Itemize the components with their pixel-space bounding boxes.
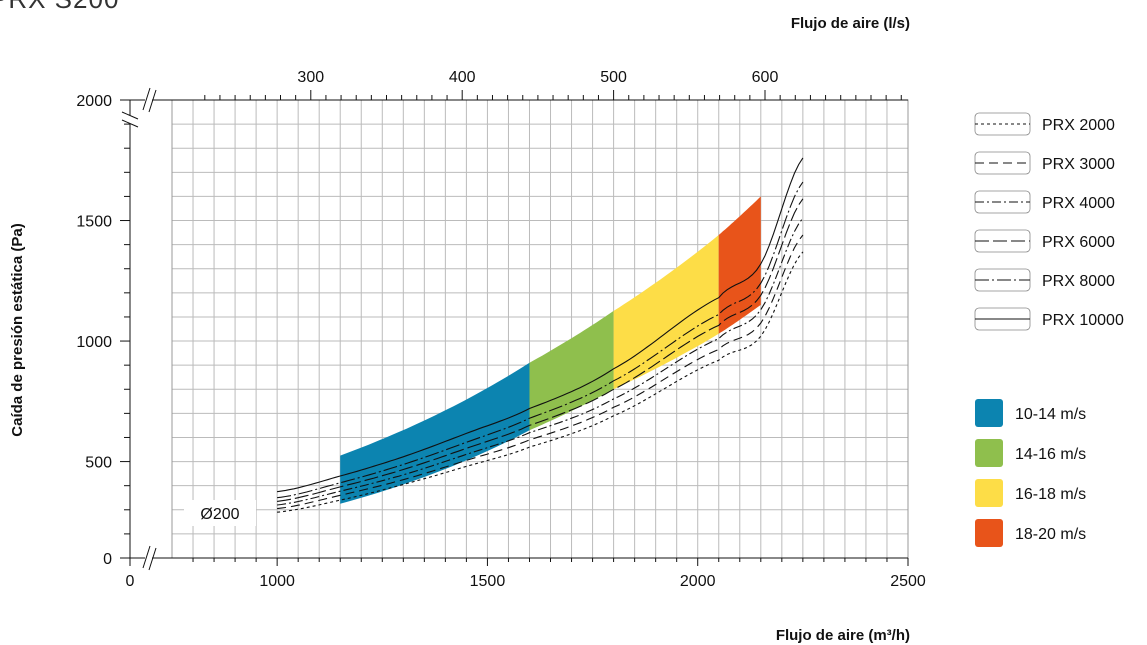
top-tick-label: 400 <box>449 69 476 86</box>
legend: PRX 2000 PRX 3000 PRX 4000 PRX 6000 PRX 8000… <box>974 112 1124 547</box>
axis-break-mark <box>142 545 157 571</box>
grid <box>171 99 909 559</box>
legend-band-label: 10-14 m/s <box>1015 406 1086 423</box>
legend-series-label: PRX 6000 <box>1042 234 1115 251</box>
top-tick-label: 300 <box>297 69 324 86</box>
y-tick-label: 2000 <box>76 93 112 110</box>
velocity-band <box>613 235 719 390</box>
axis-break-mark <box>121 111 139 128</box>
plot-frame <box>171 99 909 559</box>
velocity-band <box>718 196 761 334</box>
x-tick-label: 2500 <box>890 573 926 590</box>
legend-series-label: PRX 10000 <box>1042 312 1124 329</box>
legend-color-swatch <box>975 399 1003 427</box>
legend-color-swatch <box>975 519 1003 547</box>
legend-color-swatch <box>975 479 1003 507</box>
x-tick-label: 1500 <box>470 573 506 590</box>
y-tick-label: 1000 <box>76 334 112 351</box>
curve-line <box>277 217 804 506</box>
velocity-band <box>340 362 530 504</box>
legend-series-label: PRX 4000 <box>1042 195 1115 212</box>
curve-line <box>277 251 804 513</box>
curve-line <box>277 198 804 502</box>
diameter-label-bg <box>184 500 256 526</box>
pressure-curves: Ø200 <box>184 157 804 526</box>
x-tick-label: 1000 <box>259 573 295 590</box>
top-tick-label: 600 <box>752 69 779 86</box>
y-tick-label: 0 <box>103 551 112 568</box>
legend-series-label: PRX 3000 <box>1042 156 1115 173</box>
legend-band-label: 18-20 m/s <box>1015 526 1086 543</box>
axis-break-mark <box>142 87 157 113</box>
y-tick-label: 1500 <box>76 214 112 231</box>
x-tick-label: 0 <box>126 573 135 590</box>
bottom-axis-title: Flujo de aire (m³/h) <box>776 627 910 644</box>
curve-line <box>277 181 804 499</box>
top-tick-label: 500 <box>600 69 627 86</box>
y-axis-title: Caída de presión estática (Pa) <box>9 223 26 436</box>
chart-title: PRX S200 <box>0 0 119 14</box>
curve-line <box>277 234 804 510</box>
legend-band-label: 16-18 m/s <box>1015 486 1086 503</box>
axes: 0 1000 1500 2000 2500 0 500 1000 1500 2000 300 400 5… <box>76 69 925 590</box>
curve-line <box>277 157 804 493</box>
legend-series-label: PRX 2000 <box>1042 117 1115 134</box>
diameter-label: Ø200 <box>200 506 239 523</box>
top-axis-title: Flujo de aire (l/s) <box>791 15 910 32</box>
diameter-label-group: Ø200 <box>184 500 256 526</box>
legend-band-label: 14-16 m/s <box>1015 446 1086 463</box>
legend-color-swatch <box>975 439 1003 467</box>
x-tick-label: 2000 <box>680 573 716 590</box>
y-tick-label: 500 <box>85 455 112 472</box>
legend-series-label: PRX 8000 <box>1042 273 1115 290</box>
